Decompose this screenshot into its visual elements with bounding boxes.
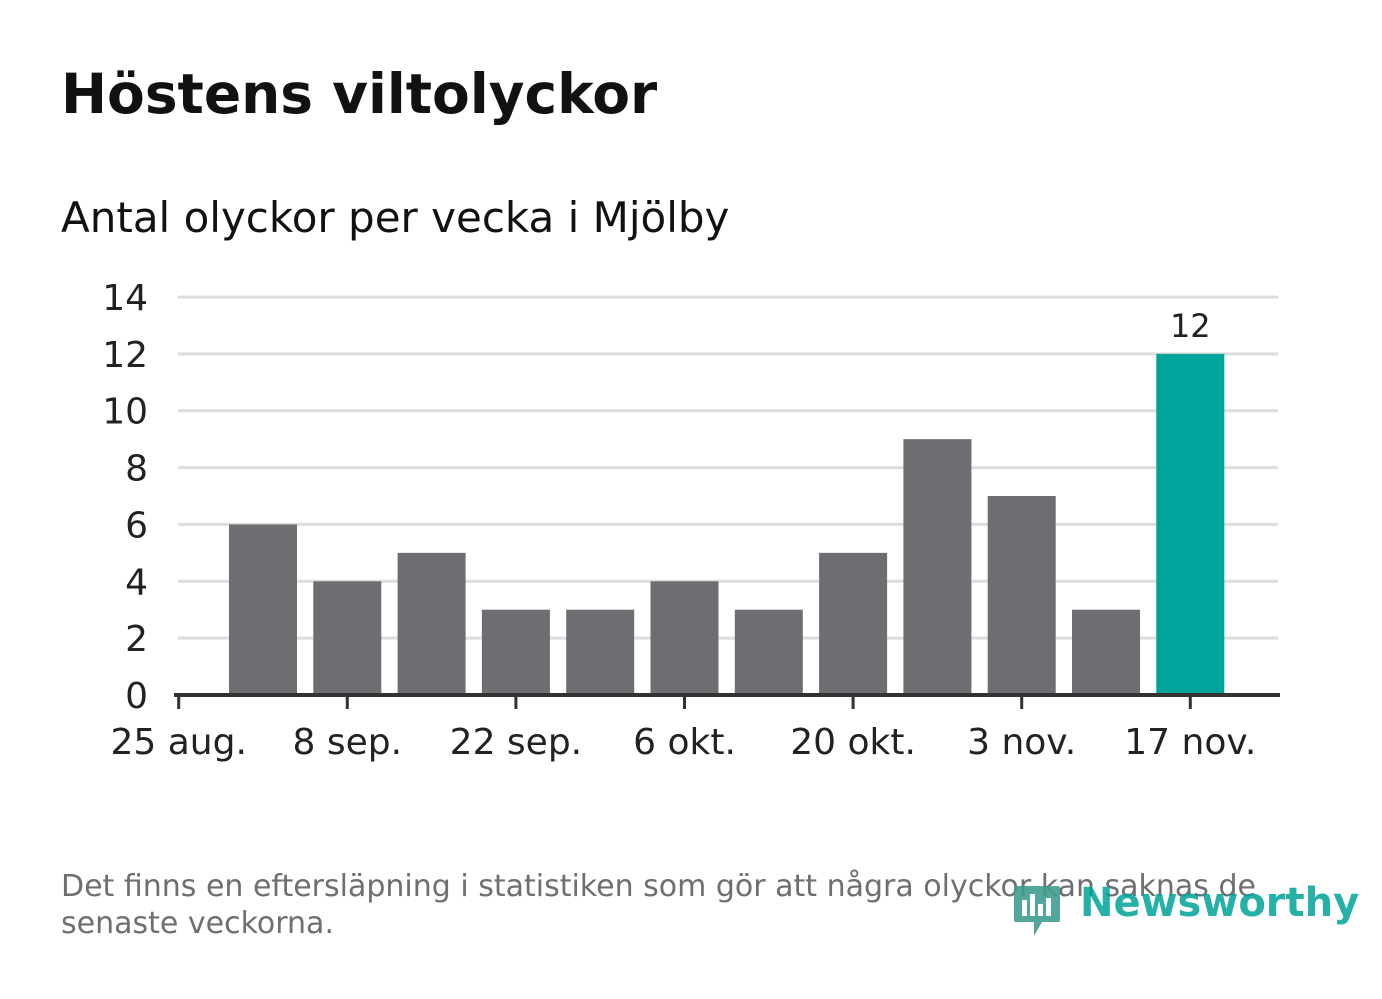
data-label: 12 [1170,307,1211,345]
y-tick-label: 4 [125,562,148,603]
newsworthy-chart-bubble-icon [1014,886,1060,936]
bar [397,552,466,695]
y-tick-label: 10 [102,392,148,433]
bar [903,439,972,695]
y-tick-label: 6 [125,505,148,546]
bar [1072,609,1140,695]
bar [987,496,1056,695]
bar [734,609,803,695]
y-tick-label: 2 [125,619,148,660]
bar [481,609,550,695]
newsworthy-logo: Newsworthy [1012,880,1359,942]
x-tick-label: 3 nov. [967,722,1076,763]
x-tick-label: 25 aug. [110,722,246,763]
x-tick-label: 8 sep. [293,722,403,763]
x-tick-label: 6 okt. [633,722,736,763]
y-tick-label: 0 [125,676,148,717]
bar [313,581,382,695]
x-tick-label: 17 nov. [1124,722,1256,763]
bar [229,524,297,695]
y-tick-label: 14 [102,278,148,319]
bar [819,552,888,695]
bar [1156,353,1225,695]
bar [650,581,719,695]
y-tick-label: 8 [125,449,148,490]
x-tick-label: 22 sep. [450,722,582,763]
x-tick-label: 20 okt. [790,722,916,763]
bar-chart: 0 2 4 6 8 10 12 14 12 25 aug. 8 sep. 22 sep. 6 okt. 2… [102,278,1280,763]
chart-subtitle: Antal olyckor per vecka i Mjölby [61,193,730,242]
chart-title: Höstens viltolyckor [61,62,658,126]
bar [566,609,635,695]
logo-text: Newsworthy [1080,880,1360,926]
y-tick-label: 12 [102,335,148,376]
